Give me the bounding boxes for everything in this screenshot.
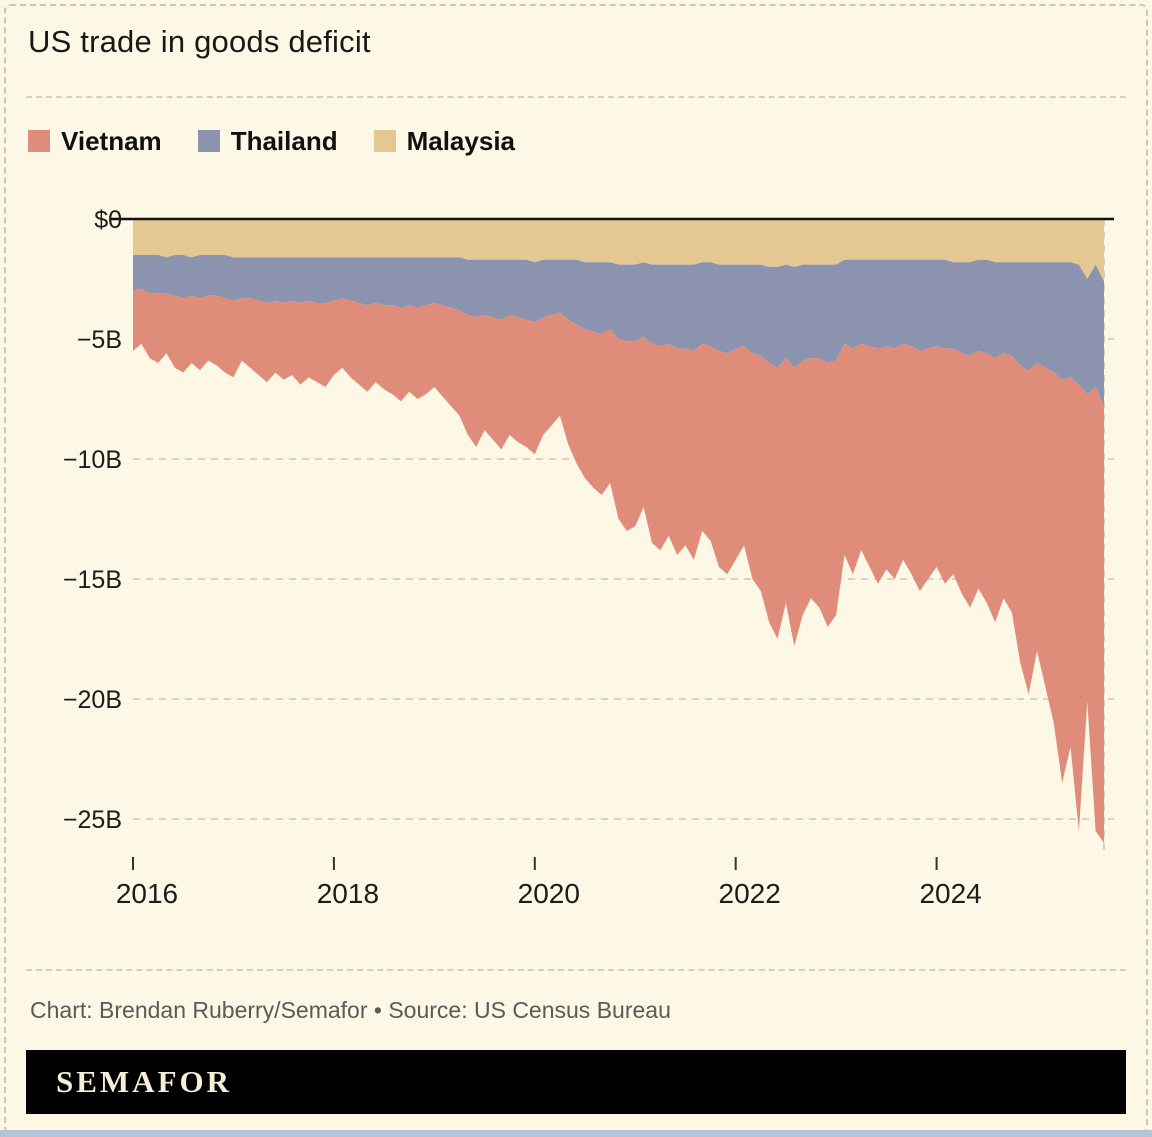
legend: Vietnam Thailand Malaysia bbox=[26, 126, 1126, 157]
divider-top bbox=[26, 95, 1126, 98]
semafor-logo: SEMAFOR bbox=[56, 1063, 232, 1099]
svg-text:2024: 2024 bbox=[919, 878, 981, 909]
legend-swatch-malaysia bbox=[373, 130, 396, 153]
legend-swatch-vietnam bbox=[28, 130, 50, 153]
svg-text:$0: $0 bbox=[94, 206, 122, 234]
svg-text:−10B: −10B bbox=[63, 446, 122, 474]
svg-text:−15B: −15B bbox=[63, 566, 122, 594]
svg-text:−25B: −25B bbox=[63, 806, 122, 834]
legend-item-malaysia: Malaysia bbox=[373, 125, 515, 157]
stacked-area-chart: $0 −5B −10B −15B −20B −25B 2016 2018 2020 2022 202… bbox=[63, 206, 1114, 909]
legend-label-thailand: Thailand bbox=[230, 125, 338, 156]
page-title: US trade in goods deficit bbox=[28, 24, 371, 59]
divider-bottom bbox=[26, 968, 1126, 971]
legend-item-vietnam: Vietnam bbox=[28, 126, 162, 157]
footer-bar: SEMAFOR bbox=[26, 1049, 1126, 1114]
legend-label-vietnam: Vietnam bbox=[61, 125, 162, 156]
svg-text:−5B: −5B bbox=[77, 326, 122, 354]
legend-item-thailand: Thailand bbox=[197, 125, 338, 157]
svg-text:2022: 2022 bbox=[719, 878, 781, 909]
bottom-strip bbox=[0, 1130, 1152, 1137]
svg-text:2016: 2016 bbox=[116, 878, 178, 909]
svg-text:−20B: −20B bbox=[63, 686, 122, 714]
chart-credit: Chart: Brendan Ruberry/Semafor • Source:… bbox=[30, 996, 671, 1023]
legend-swatch-thailand bbox=[197, 130, 220, 153]
svg-text:2020: 2020 bbox=[518, 878, 580, 909]
legend-label-malaysia: Malaysia bbox=[406, 125, 515, 156]
svg-text:2018: 2018 bbox=[317, 878, 379, 909]
content: US trade in goods deficit Vietnam Thaila… bbox=[26, 24, 1126, 1114]
